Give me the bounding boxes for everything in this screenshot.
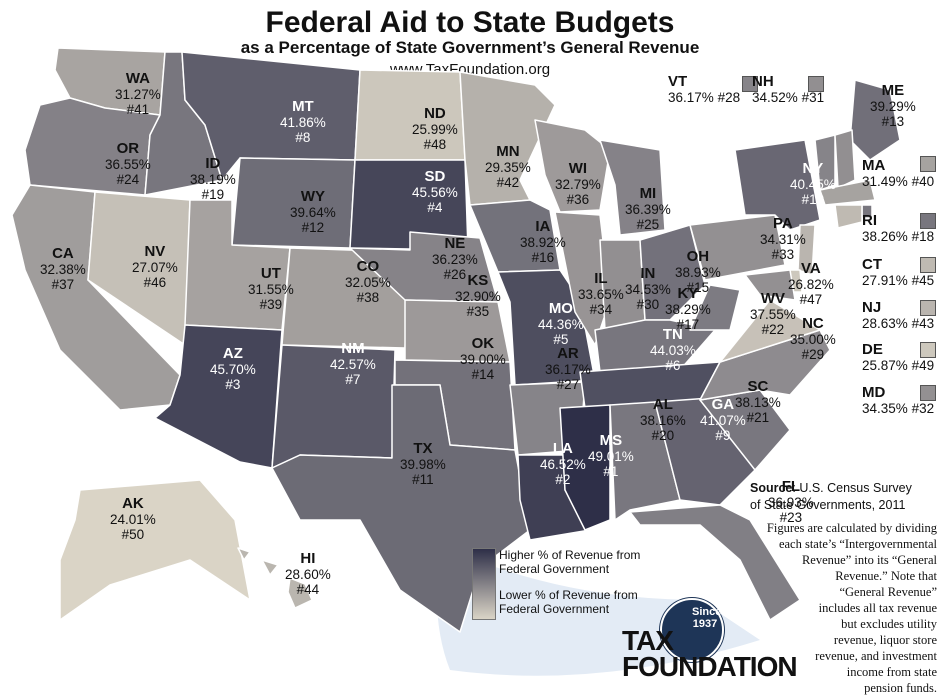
state-label-tn: TN 44.03% #6 [650,326,696,373]
side-label-de: DE 25.87% #49 [862,341,935,373]
state-label-ar: AR 36.17% #27 [545,345,591,392]
state-label-ut: UT 31.55% #39 [248,265,294,312]
state-label-me: ME 39.29% #13 [870,82,916,129]
state-ak [59,479,251,621]
state-label-ne: NE 36.23% #26 [432,235,478,282]
state-label-ia: IA 38.92% #16 [520,218,566,265]
logo-since: Since 1937 [692,606,722,630]
swatch-de [920,342,936,358]
state-label-la: LA 46.52% #2 [540,440,586,487]
swatch-ct [920,257,936,273]
state-label-nd: ND 25.99% #48 [412,105,458,152]
tax-foundation-logo: TAX FOUNDATION [622,625,798,682]
state-label-pa: PA 34.31% #33 [760,215,806,262]
state-label-ga: GA 41.07% #9 [700,396,746,443]
swatch-ma [920,156,936,172]
state-pa [689,214,786,281]
side-label-ri: RI 38.26% #18 [862,212,935,244]
swatch-nj [920,300,936,316]
state-ny [734,139,821,231]
state-nj [797,224,816,276]
state-mn [459,71,556,206]
map-subtitle: as a Percentage of State Government’s Ge… [240,38,700,57]
state-label-mi: MI 36.39% #25 [625,185,671,232]
state-label-ms: MS 49.01% #1 [588,432,634,479]
state-label-wi: WI 32.79% #36 [555,160,601,207]
state-label-sd: SD 45.56% #4 [412,168,458,215]
state-label-wy: WY 39.64% #12 [290,188,336,235]
swatch-md [920,385,936,401]
state-wi [534,119,611,213]
side-label-md: MD 34.35% #32 [862,384,935,416]
state-md [744,269,796,301]
state-hi [237,547,313,609]
swatch-nh [808,76,824,92]
legend-gradient [472,548,496,620]
state-label-mn: MN 29.35% #42 [485,143,531,190]
state-fl [629,504,801,621]
state-label-mo: MO 44.36% #5 [538,300,584,347]
state-mi [599,139,666,236]
state-oh [639,224,706,321]
state-label-az: AZ 45.70% #3 [210,345,256,392]
state-va [719,299,821,363]
state-label-nc: NC 35.00% #29 [790,315,836,362]
state-label-ca: CA 32.38% #37 [40,245,86,292]
state-label-in: IN 34.53% #30 [625,265,671,312]
side-label-nj: NJ 28.63% #43 [862,299,935,331]
state-label-mt: MT 41.86% #8 [280,98,326,145]
state-label-hi: HI 28.60% #44 [285,550,331,597]
state-label-ks: KS 32.90% #35 [455,272,501,319]
state-label-nm: NM 42.57% #7 [330,340,376,387]
state-label-nv: NV 27.07% #46 [132,243,178,290]
state-nh [834,129,856,189]
state-label-ky: KY 38.29% #17 [665,285,711,332]
state-label-va: VA 26.82% #47 [788,260,834,307]
state-ms [559,404,611,531]
side-label-nh: NH 34.52% #31 [752,73,825,105]
state-label-wv: WV 37.55% #22 [750,290,796,337]
state-label-id: ID 38.19% #19 [190,155,236,202]
swatch-ri [920,213,936,229]
state-label-ak: AK 24.01% #50 [110,495,156,542]
state-ct [834,204,863,229]
side-label-vt: VT 36.17% #28 [668,73,741,105]
side-label-ct: CT 27.91% #45 [862,256,935,288]
state-label-fl: FL 36.93% #23 [768,478,814,525]
swatch-vt [742,76,758,92]
state-label-il: IL 33.65% #34 [578,270,624,317]
state-il [554,211,611,346]
state-ma [819,179,876,206]
state-label-sc: SC 38.13% #21 [735,378,781,425]
legend-high-label: Higher % of Revenue from Federal Governme… [499,548,641,576]
state-label-ok: OK 39.00% #14 [460,335,506,382]
state-az [154,324,283,469]
state-label-co: CO 32.05% #38 [345,258,391,305]
state-vt [814,134,836,191]
state-tx [271,384,531,633]
state-label-al: AL 38.16% #20 [640,396,686,443]
map-title: Federal Aid to State Budgets [265,6,675,39]
state-label-or: OR 36.55% #24 [105,140,151,187]
state-label-oh: OH 38.93% #15 [675,248,721,295]
side-label-ma: MA 31.49% #40 [862,157,935,189]
source-note: Source: U.S. Census Survey of State Gove… [750,481,912,512]
state-label-ny: NY 40.45% #10 [790,160,836,207]
state-ia [469,199,561,273]
state-wv [689,284,741,331]
state-label-tx: TX 39.98% #11 [400,440,446,487]
legend-low-label: Lower % of Revenue from Federal Governmen… [499,588,638,616]
state-label-wa: WA 31.27% #41 [115,70,161,117]
capitol-logo-icon [660,598,724,662]
